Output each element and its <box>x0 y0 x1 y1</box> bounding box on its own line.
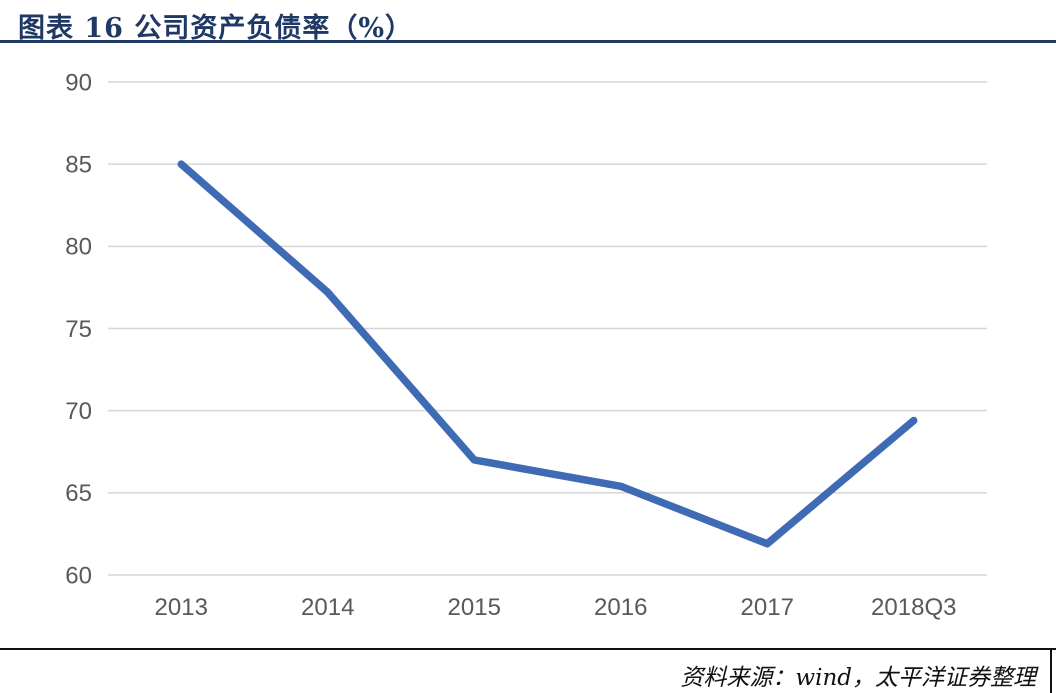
chart-title-row: 图表 16 公司资产负债率（%） <box>0 0 1056 44</box>
y-axis-tick-labels: 60 65 70 75 80 85 90 <box>65 69 92 589</box>
x-tick-label: 2017 <box>741 594 794 621</box>
series-line <box>177 160 918 548</box>
y-tick-label: 60 <box>65 562 92 589</box>
bottom-right-border <box>1050 648 1052 693</box>
source-text: 资料来源：wind，太平洋证券整理 <box>680 665 1036 691</box>
x-tick-label: 2018Q3 <box>871 594 956 621</box>
y-tick-label: 65 <box>65 480 92 507</box>
source-row: 资料来源：wind，太平洋证券整理 <box>0 648 1056 693</box>
x-tick-label: 2015 <box>448 594 501 621</box>
x-tick-label: 2016 <box>594 594 647 621</box>
y-tick-label: 80 <box>65 234 92 261</box>
y-tick-label: 75 <box>65 316 92 343</box>
x-tick-label: 2014 <box>301 594 354 621</box>
x-tick-label: 2013 <box>155 594 208 621</box>
chart-title: 图表 16 公司资产负债率（%） <box>18 13 414 44</box>
y-tick-label: 90 <box>65 69 92 96</box>
data-series <box>177 160 918 548</box>
y-tick-label: 70 <box>65 398 92 425</box>
x-axis-tick-labels: 2013 2014 2015 2016 2017 2018Q3 <box>155 594 957 621</box>
line-chart: 60 65 70 75 80 85 90 2013 2014 2015 2016 2017 2018Q3 <box>65 69 987 621</box>
y-gridlines <box>108 81 987 576</box>
y-tick-label: 85 <box>65 152 92 179</box>
